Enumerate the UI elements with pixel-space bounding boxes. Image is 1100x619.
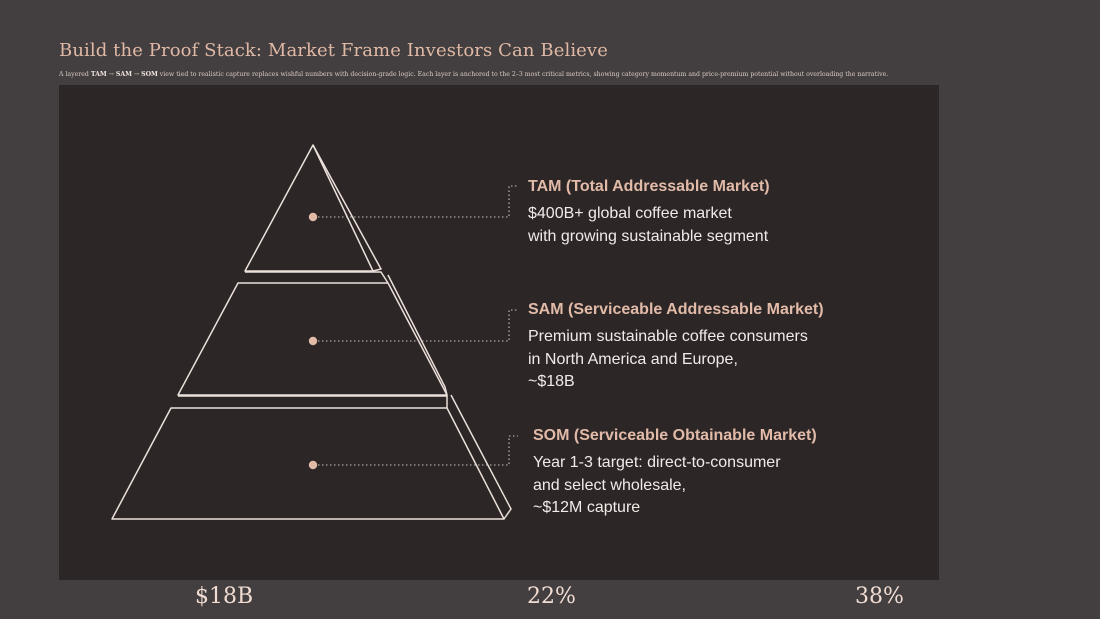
pyramid-diagram xyxy=(111,144,518,520)
som-label: SOM (Serviceable Obtainable Market) xyxy=(533,427,817,444)
subtitle-suffix: view tied to realistic capture replaces … xyxy=(157,71,889,78)
tam-label: TAM (Total Addressable Market) xyxy=(528,178,770,195)
diagram-panel: TAM (Total Addressable Market) $400B+ gl… xyxy=(59,85,939,580)
stat-percent-1: 22% xyxy=(527,584,576,609)
subtitle-arrow: → xyxy=(131,71,142,78)
pyramid-layer-som xyxy=(111,394,512,520)
slide-title: Build the Proof Stack: Market Frame Inve… xyxy=(59,40,608,61)
marker-dot-tam xyxy=(308,212,318,222)
sam-label: SAM (Serviceable Addressable Market) xyxy=(528,301,824,318)
stat-market-size: $18B xyxy=(195,584,254,609)
sam-description: Premium sustainable coffee consumers in … xyxy=(528,328,808,390)
som-description: Year 1-3 target: direct-to-consumer and … xyxy=(533,454,781,516)
leader-line-tam xyxy=(314,185,518,218)
subtitle-sam: SAM xyxy=(115,71,132,78)
slide-subtitle: A layered TAM → SAM → SOM view tied to r… xyxy=(59,71,959,78)
leader-line-sam xyxy=(314,309,518,342)
pyramid-layer-sam xyxy=(177,271,448,396)
subtitle-tam: TAM xyxy=(90,71,107,78)
subtitle-som: SOM xyxy=(141,71,158,78)
subtitle-arrow: → xyxy=(106,71,116,78)
tam-description: $400B+ global coffee market with growing… xyxy=(528,205,769,245)
subtitle-prefix: A layered xyxy=(59,71,91,78)
pyramid-layer-tam xyxy=(244,144,382,272)
stat-percent-2: 38% xyxy=(855,584,904,609)
leader-line-som xyxy=(314,435,518,466)
marker-dot-som xyxy=(308,460,318,470)
marker-dot-sam xyxy=(308,336,318,346)
